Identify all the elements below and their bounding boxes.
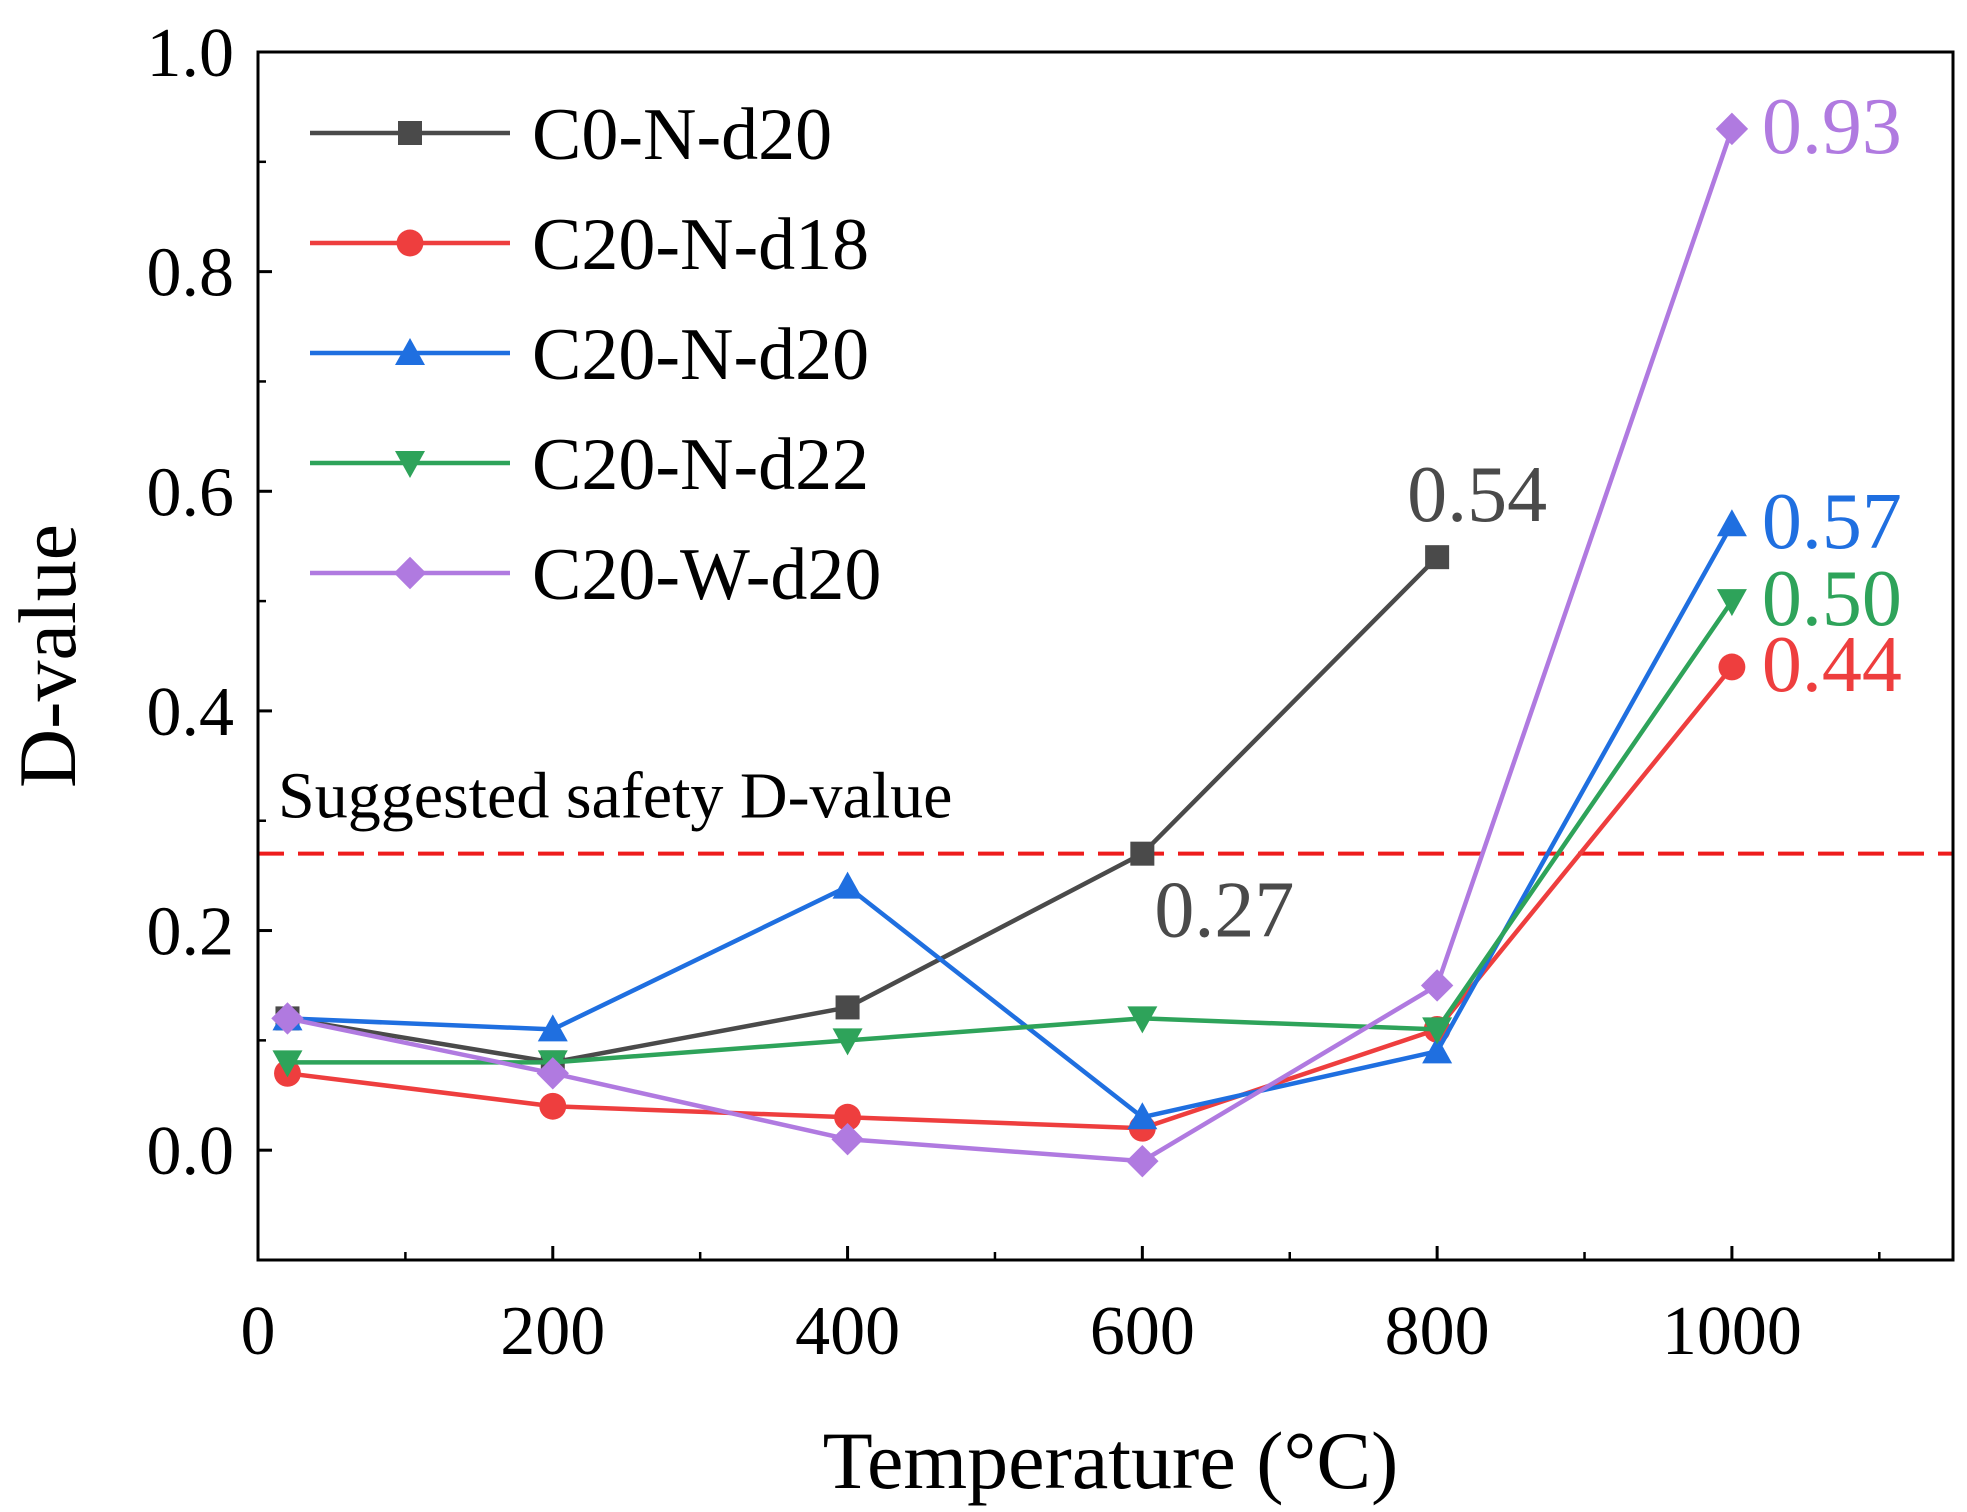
- point-c20-n-d20-1000: [1716, 509, 1747, 537]
- y-tick-label-4: 0.8: [147, 235, 235, 312]
- y-tick-label-2: 0.4: [147, 674, 235, 751]
- y-tick-label-3: 0.6: [147, 454, 235, 531]
- legend-marker-c20-n-d22: [395, 451, 425, 478]
- x-tick-label-2: 400: [795, 1293, 900, 1370]
- legend-label-c20-n-d18: C20-N-d18: [532, 204, 869, 286]
- legend: C0-N-d20 C20-N-d18 C20-N-d20 C20-N-d22 C20-W…: [310, 94, 881, 616]
- plot-frame: [256, 50, 1955, 1262]
- threshold-label: Suggested safety D-value: [278, 760, 952, 833]
- point-c0-n-d20-800: [1425, 545, 1450, 570]
- x-tick-label-4: 800: [1385, 1293, 1490, 1370]
- point-c0-n-d20-600: [1130, 841, 1155, 866]
- point-c20-n-d22-800: [1422, 1017, 1453, 1045]
- point-c20-w-d20-800: [1420, 969, 1454, 1002]
- point-c20-w-d20-600: [1126, 1144, 1159, 1178]
- legend-label-c20-n-d20: C20-N-d20: [532, 314, 869, 396]
- point-c20-n-d18-1000: [1718, 653, 1746, 681]
- point-c20-n-d20-600: [1127, 1102, 1158, 1130]
- x-tick-label-1: 200: [500, 1293, 605, 1370]
- y-tick-label-0: 0.0: [147, 1113, 235, 1190]
- series-line-c20-w-d20: [287, 128, 1735, 1164]
- point-c20-n-d22-400: [832, 1028, 863, 1056]
- point-c20-w-d20-400: [831, 1123, 864, 1156]
- annotation-1: 0.27: [1154, 867, 1294, 955]
- point-c20-n-d18-400: [834, 1103, 862, 1131]
- legend-label-c20-w-d20: C20-W-d20: [532, 534, 881, 616]
- point-c20-n-d20-400: [832, 871, 863, 899]
- legend-marker-c20-w-d20: [393, 556, 427, 590]
- annotation-4: 0.50: [1762, 555, 1902, 643]
- y-axis-title: D-value: [2, 524, 93, 788]
- x-tick-label-3: 600: [1090, 1293, 1195, 1370]
- point-c0-n-d20-400: [835, 995, 860, 1020]
- annotation-5: 0.44: [1762, 621, 1902, 709]
- annotation-0: 0.54: [1407, 451, 1547, 539]
- series-line-c20-n-d18: [287, 665, 1734, 1131]
- legend-marker-c20-n-d18: [396, 229, 424, 257]
- annotation-3: 0.57: [1762, 478, 1902, 566]
- x-axis-title: Temperature (°C): [823, 1415, 1399, 1506]
- legend-marker-c0-n-d20: [398, 121, 422, 145]
- y-tick-label-5: 1.0: [147, 15, 235, 92]
- point-c20-w-d20-20: [271, 1002, 304, 1035]
- point-c20-w-d20-200: [536, 1057, 569, 1090]
- point-c20-n-d22-1000: [1716, 589, 1747, 617]
- series-layer: [271, 112, 1749, 1178]
- point-c20-n-d20-800: [1422, 1036, 1453, 1064]
- text-layer: Suggested safety D-value 0.0 0.2 0.4 0.6 0.8 1…: [2, 15, 1902, 1506]
- y-tick-label-1: 0.2: [147, 894, 235, 971]
- point-c20-w-d20-1000: [1715, 112, 1749, 146]
- series-line-c20-n-d20: [287, 523, 1734, 1120]
- legend-marker-c20-n-d20: [395, 338, 425, 365]
- point-c20-n-d20-200: [537, 1014, 568, 1042]
- point-c20-n-d18-200: [539, 1092, 567, 1120]
- point-c20-n-d22-20: [272, 1050, 303, 1078]
- point-c20-n-d22-600: [1127, 1006, 1158, 1034]
- axes-layer: [256, 50, 1955, 1262]
- annotation-2: 0.93: [1762, 83, 1902, 171]
- legend-label-c0-n-d20: C0-N-d20: [532, 94, 832, 176]
- legend-label-c20-n-d22: C20-N-d22: [532, 424, 869, 506]
- x-tick-label-5: 1000: [1662, 1293, 1802, 1370]
- x-tick-label-0: 0: [241, 1293, 276, 1370]
